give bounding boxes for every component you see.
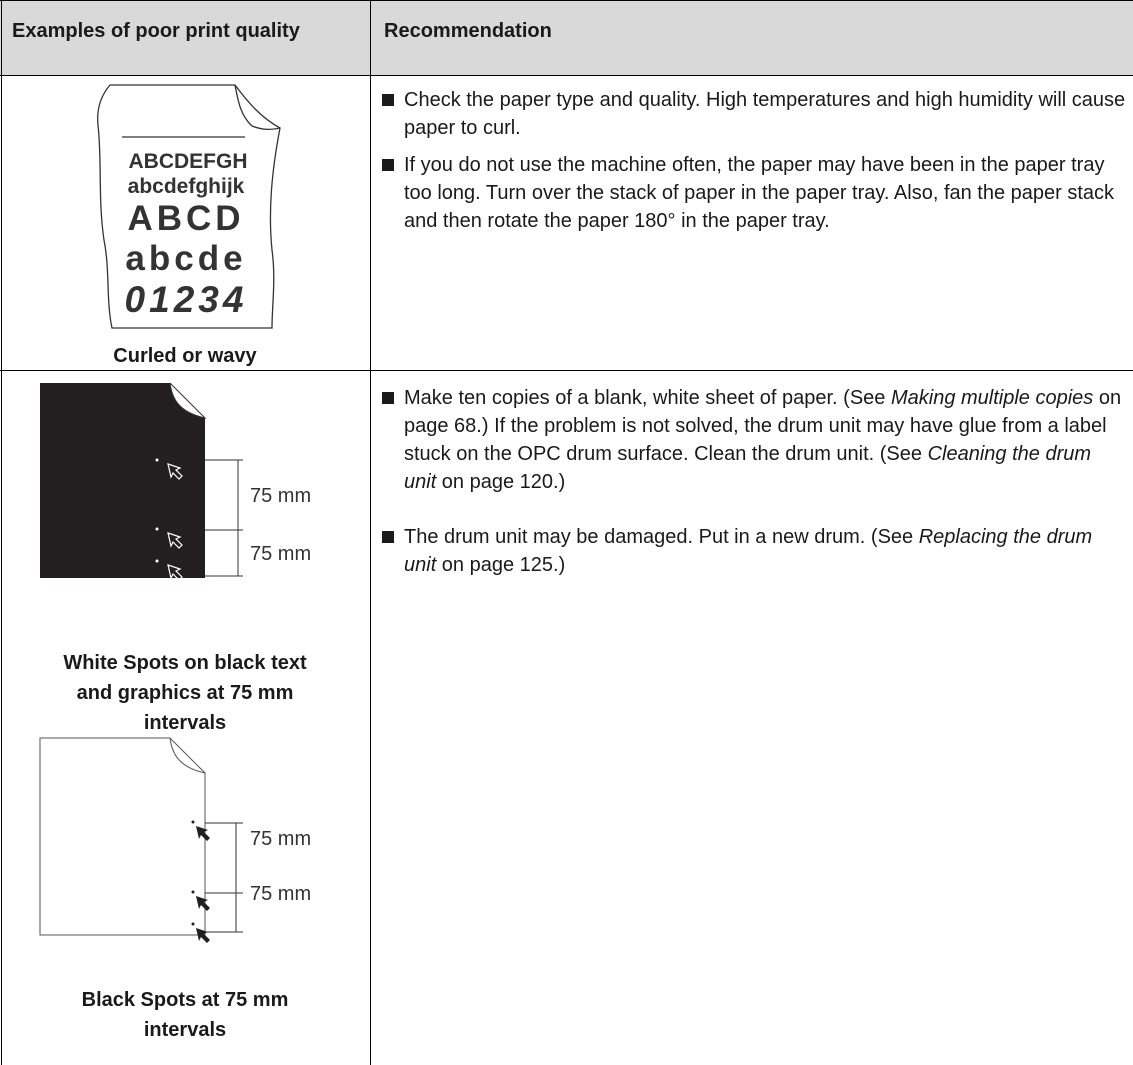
black-page	[40, 382, 207, 581]
text: on page 125.)	[436, 554, 566, 576]
caption: Black Spots at 75 mm intervals	[81, 989, 289, 1041]
dimension-lines	[205, 822, 243, 933]
curled-page	[97, 84, 281, 329]
text: The drum unit may be damaged. Put in a n…	[404, 526, 919, 548]
caption: Curled or wavy	[113, 345, 257, 367]
text: Make ten copies of a blank, white sheet …	[404, 387, 891, 409]
sample-text: abcde	[125, 239, 246, 278]
text: If you do not use the machine often, the…	[404, 154, 1115, 232]
dimension-label: 75 mm	[250, 543, 311, 565]
dimension-label: 75 mm	[250, 883, 311, 905]
text: Check the paper type and quality. High t…	[404, 89, 1126, 139]
header-cell: Recommendation	[384, 20, 552, 42]
bullet-item: If you do not use the machine often, the…	[382, 151, 1127, 235]
border	[0, 370, 1133, 371]
dimension-label: 75 mm	[250, 828, 311, 850]
header-row	[0, 0, 1133, 75]
sample-text: ABCD	[127, 199, 244, 238]
border	[1, 0, 2, 1065]
italic-text: Replacing the drum unit	[404, 526, 1093, 576]
bullet-item: The drum unit may be damaged. Put in a n…	[382, 523, 1127, 579]
bullet-item: Make ten copies of a blank, white sheet …	[382, 384, 1127, 496]
italic-text: Cleaning the drum unit	[404, 443, 1092, 493]
caption: White Spots on black text and graphics a…	[63, 652, 307, 734]
italic-text: Making multiple copies	[890, 387, 1094, 409]
border	[0, 75, 1133, 76]
text: on page 120.)	[436, 471, 566, 493]
header-cell: Examples of poor print quality	[12, 20, 300, 42]
border	[370, 0, 371, 1065]
text: on page 68.) If the problem is not solve…	[404, 387, 1122, 465]
dimension-label: 75 mm	[250, 485, 311, 507]
sample-text: ABCDEFGH	[129, 150, 248, 173]
white-page	[39, 737, 210, 943]
sample-text: 01234	[125, 279, 248, 320]
dimension-lines	[205, 459, 243, 577]
sample-text: abcdefghijk	[128, 175, 245, 198]
illustrations: ABCDEFGH abcdefghijk ABCD abcde 01234 75…	[39, 84, 311, 943]
border	[0, 0, 1133, 1]
bullet-item: Check the paper type and quality. High t…	[382, 86, 1127, 142]
